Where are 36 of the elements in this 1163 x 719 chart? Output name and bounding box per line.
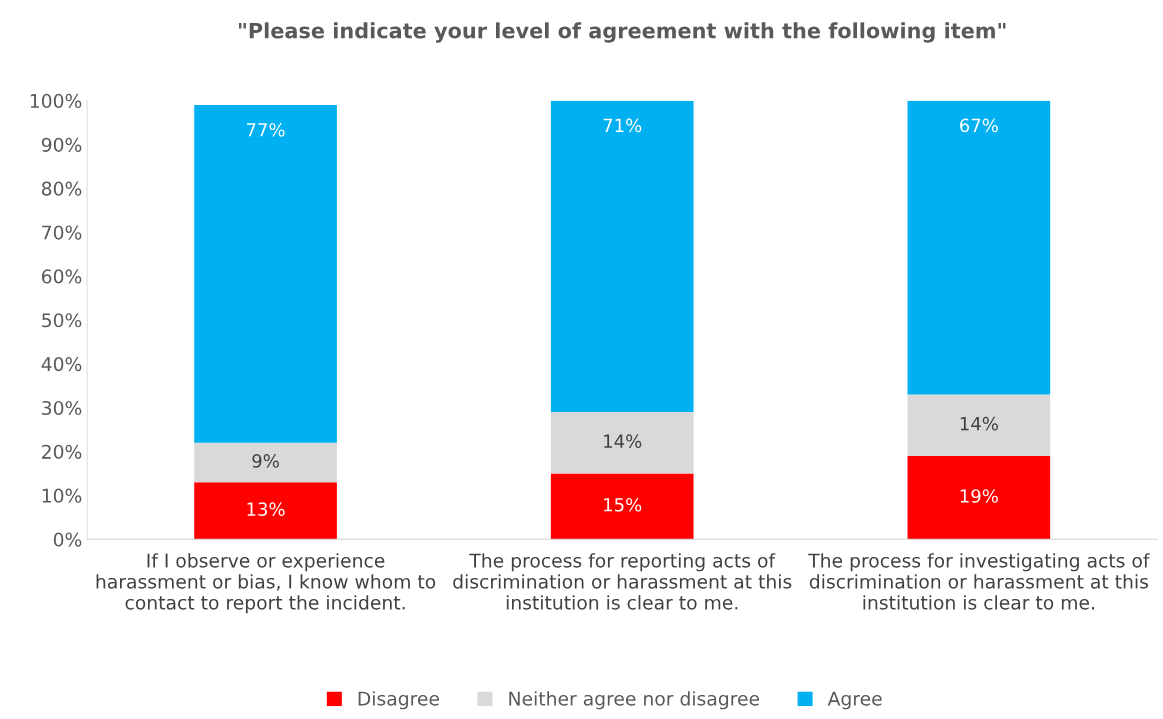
data-label: 77% bbox=[246, 122, 285, 137]
y-tick-label: 20% bbox=[42, 444, 82, 459]
data-label: 14% bbox=[604, 434, 642, 448]
y-tick-label: 70% bbox=[42, 225, 82, 240]
y-tick-label: 30% bbox=[42, 400, 82, 416]
data-label: 9% bbox=[252, 454, 279, 468]
legend-label: Neither agree nor disagree bbox=[509, 691, 760, 710]
bar bbox=[907, 455, 1051, 540]
bar bbox=[194, 482, 337, 540]
bar bbox=[194, 105, 337, 443]
data-label: 13% bbox=[247, 502, 285, 516]
legend-label: Agree bbox=[827, 691, 882, 710]
bar bbox=[550, 412, 694, 474]
y-tick-label: 80% bbox=[41, 181, 82, 196]
chart-title: "Please indicate your level of agreement with the following item" bbox=[238, 22, 1006, 43]
data-label: 19% bbox=[960, 489, 998, 503]
bar bbox=[550, 100, 694, 413]
y-tick-label: 50% bbox=[42, 313, 82, 328]
data-label: 15% bbox=[604, 497, 642, 512]
bar bbox=[907, 394, 1051, 456]
y-tick-label: 40% bbox=[41, 357, 82, 372]
bar bbox=[550, 473, 694, 540]
bar bbox=[194, 442, 337, 483]
x-tick-label: The process for investigating acts of discrimination or harassment at this institution is clear to me. bbox=[808, 553, 1150, 610]
y-tick-label: 100% bbox=[30, 93, 82, 109]
y-tick-label: 90% bbox=[41, 137, 82, 152]
data-label: 71% bbox=[603, 118, 642, 133]
bar bbox=[907, 100, 1051, 395]
x-tick-label: The process for reporting acts of discrimination or harassment at this institution is clear to me. bbox=[453, 553, 792, 610]
y-tick-label: 60% bbox=[42, 269, 82, 284]
legend-label: Disagree bbox=[358, 691, 440, 710]
y-tick-label: 0% bbox=[53, 532, 82, 547]
x-tick-label: If I observe or experience harassment or bias, I know whom to contact to report the incident. bbox=[96, 553, 436, 614]
y-tick-label: 10% bbox=[42, 488, 82, 503]
data-label: 67% bbox=[960, 118, 998, 133]
data-label: 14% bbox=[960, 416, 998, 431]
